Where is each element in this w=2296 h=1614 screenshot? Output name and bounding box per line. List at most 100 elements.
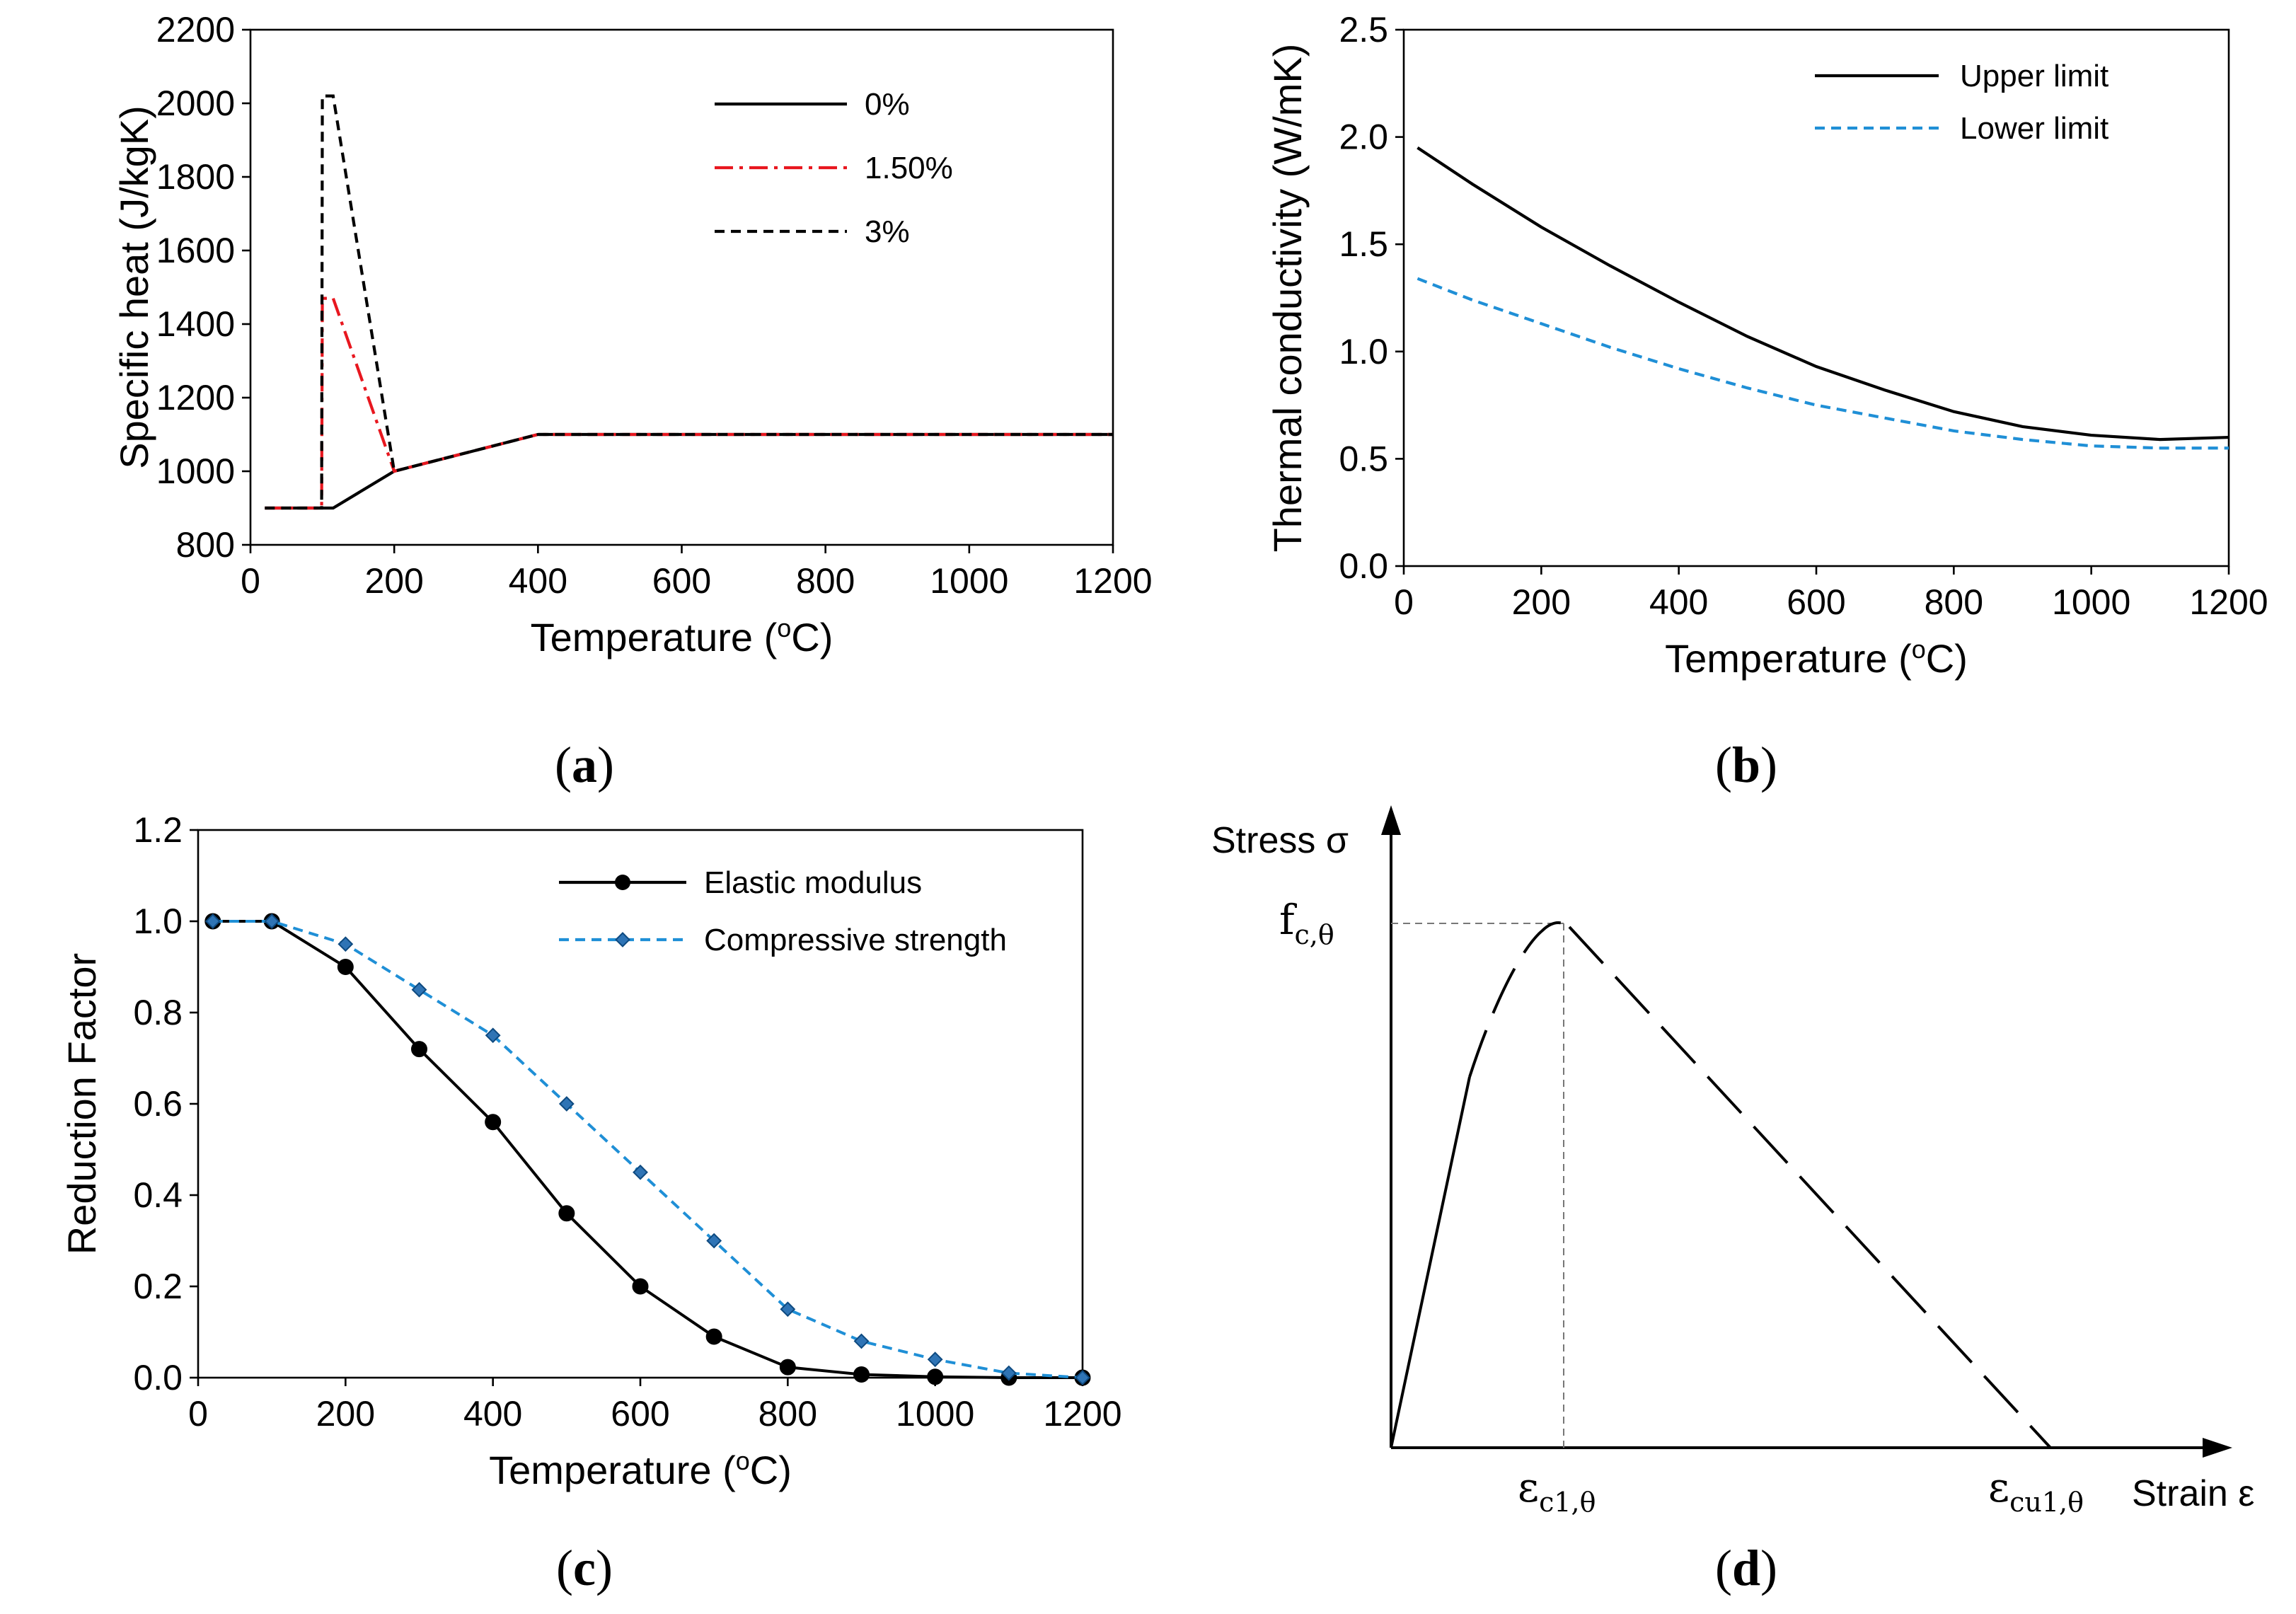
legend-label-b-1: Lower limit [1960, 111, 2108, 146]
data-point-c-1 [853, 1333, 870, 1349]
plot-frame-b [1402, 28, 2230, 567]
legend-label-c-0: Elastic modulus [704, 865, 922, 900]
x-tick-label-a: 1000 [930, 561, 1008, 601]
data-point-c-0 [337, 959, 354, 975]
data-point-c-0 [632, 1278, 649, 1295]
data-point-c-1 [204, 913, 221, 929]
plot-frame-c [197, 829, 1084, 1379]
y-tick-label-c: 1.2 [133, 810, 183, 850]
y-tick-label-b: 2.5 [1339, 10, 1388, 50]
y-tick-label-a: 2000 [156, 83, 235, 123]
legend-marker-c-0 [615, 875, 630, 890]
x-tick-label-c: 0 [188, 1394, 208, 1434]
y-tick-label-b: 0.0 [1339, 546, 1388, 586]
data-point-c-0 [779, 1359, 796, 1376]
data-point-c-0 [705, 1328, 722, 1345]
y-tick-label-c: 0.8 [133, 993, 183, 1032]
series-line-c-1 [212, 920, 1083, 1379]
y-tick-label-b: 0.5 [1339, 439, 1388, 478]
strain-axis-label: Strain ε [2132, 1473, 2254, 1514]
curve-descending-branch [1568, 926, 2052, 1449]
y-axis-label-c: Reduction Factor [59, 953, 104, 1255]
data-point-c-0 [927, 1368, 944, 1385]
legend-label-a-1: 1.50% [865, 151, 953, 185]
series-line-b-1 [1417, 277, 2229, 450]
y-tick-label-a: 1200 [156, 378, 235, 417]
ultimate-strain-label: εcu1,θ [1988, 1463, 2084, 1518]
series-line-a-0 [265, 432, 1113, 510]
x-tick-label-a: 0 [241, 561, 260, 601]
chart-panel-b: 0 200 400 600 800 1000 1200 0.0 0.5 1.0 1.5 2.0 2.5 T… [1265, 10, 2268, 681]
y-tick-label-b: 1.5 [1339, 224, 1388, 264]
data-point-c-1 [927, 1351, 943, 1368]
x-tick-label-b: 200 [1512, 582, 1571, 622]
x-tick-label-b: 0 [1394, 582, 1414, 622]
caption-b: (b) [1715, 737, 1777, 793]
data-point-c-1 [780, 1301, 796, 1318]
y-tick-label-a: 1000 [156, 451, 235, 491]
data-point-c-0 [411, 1041, 427, 1058]
y-tick-label-c: 0.2 [133, 1267, 183, 1306]
data-point-c-1 [706, 1233, 722, 1249]
x-tick-label-a: 600 [652, 561, 711, 601]
y-tick-label-c: 0.6 [133, 1084, 183, 1124]
y-tick-label-c: 1.0 [133, 901, 183, 941]
data-point-c-1 [485, 1027, 501, 1044]
x-tick-label-b: 400 [1649, 582, 1708, 622]
peak-strain-label: εc1,θ [1518, 1463, 1596, 1518]
legend-label-a-0: 0% [865, 87, 910, 122]
legend-marker-c-1 [615, 932, 630, 947]
x-tick-label-c: 600 [611, 1394, 669, 1434]
data-point-c-1 [411, 981, 427, 998]
x-tick-label-a: 200 [364, 561, 423, 601]
x-tick-label-c: 800 [758, 1394, 817, 1434]
caption-c: (c) [556, 1540, 613, 1596]
x-axis-label-b: Temperature (oC) [1665, 635, 1968, 681]
stress-axis-label: Stress σ [1211, 820, 1349, 861]
caption-a: (a) [555, 737, 614, 793]
y-axis-label-b: Thermal conductivity (W/mK) [1265, 44, 1310, 553]
x-tick-label-b: 1000 [2052, 582, 2130, 622]
x-tick-label-a: 800 [796, 561, 855, 601]
x-tick-label-c: 1200 [1043, 1394, 1121, 1434]
caption-d: (d) [1715, 1540, 1777, 1596]
series-line-a-2 [265, 94, 1113, 510]
legend-label-a-2: 3% [865, 214, 910, 249]
y-axis-label-a: Specific heat (J/kgK) [112, 105, 156, 469]
x-tick-label-c: 1000 [896, 1394, 974, 1434]
data-point-c-1 [338, 936, 354, 952]
series-line-c-0 [212, 920, 1083, 1379]
x-tick-label-b: 600 [1787, 582, 1845, 622]
data-point-c-1 [264, 913, 280, 929]
strain-axis-arrowhead [2203, 1438, 2232, 1458]
y-tick-label-c: 0.4 [133, 1175, 183, 1215]
x-tick-label-b: 1200 [2189, 582, 2268, 622]
legend-label-b-0: Upper limit [1960, 59, 2108, 93]
y-tick-label-a: 1600 [156, 231, 235, 270]
y-tick-label-a: 2200 [156, 10, 235, 50]
x-tick-label-c: 200 [316, 1394, 375, 1434]
x-tick-label-a: 400 [509, 561, 567, 601]
data-point-c-1 [558, 1096, 575, 1112]
curve-ascending-branch [1468, 921, 1571, 1078]
data-point-c-1 [1075, 1370, 1090, 1385]
y-tick-label-c: 0.0 [133, 1358, 183, 1397]
x-axis-label-c: Temperature (oC) [489, 1446, 792, 1492]
chart-panel-c: 0 200 400 600 800 1000 1200 0.0 0.2 0.4 0.6 0.8 1.0 1… [59, 810, 1122, 1492]
y-tick-label-b: 1.0 [1339, 332, 1388, 371]
y-tick-label-a: 800 [176, 525, 235, 565]
stress-axis-arrowhead [1381, 805, 1401, 835]
y-tick-label-a: 1400 [156, 304, 235, 344]
chart-panel-a: 0 200 400 600 800 1000 1200 800 1000 1200 1400 1600… [112, 10, 1153, 659]
data-point-c-0 [558, 1205, 575, 1222]
data-point-c-0 [853, 1366, 870, 1383]
series-line-b-0 [1417, 146, 2229, 442]
y-tick-label-a: 1800 [156, 157, 235, 197]
plot-frame-a [249, 28, 1114, 546]
diagram-panel-d: Stress σ fc,θ εc1,θ εcu1,θ Strain ε [1211, 805, 2254, 1518]
data-point-c-1 [1000, 1365, 1017, 1381]
legend-label-c-1: Compressive strength [704, 923, 1007, 957]
x-tick-label-b: 800 [1925, 582, 1983, 622]
curve-linear-branch [1390, 1076, 1471, 1448]
